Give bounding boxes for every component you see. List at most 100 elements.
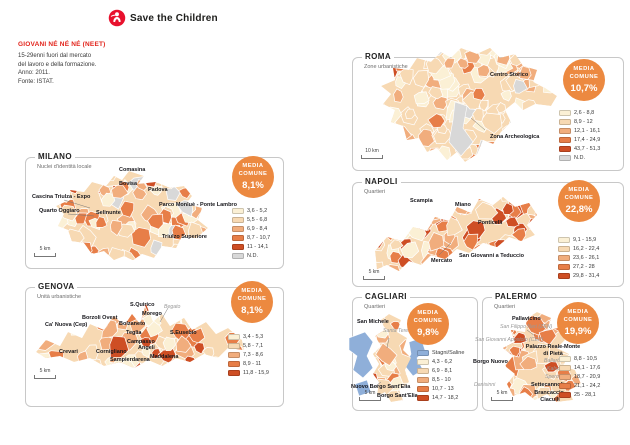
- legend-range: 7,3 - 8,6: [243, 352, 264, 358]
- media-label: COMUNE: [413, 318, 443, 324]
- legend-item: 27,2 - 28: [558, 264, 599, 270]
- panel-genova: GENOVA Unità urbanistiche MEDIA COMUNE 8…: [25, 281, 284, 407]
- map-label: Borzoli Ovest: [82, 315, 118, 321]
- legend-item: 29,8 - 31,4: [558, 273, 599, 279]
- map-label: Zona Archeologica: [490, 134, 540, 140]
- legend-swatch: [232, 208, 244, 214]
- intro-text-line: 15-29enni fuori dal mercato: [18, 53, 92, 59]
- panel-subtitle: Quartieri: [364, 189, 386, 195]
- genova-map: [32, 300, 247, 386]
- map-label: Santa Teresa: [383, 328, 414, 334]
- scale-bar: 5 km: [363, 269, 385, 280]
- map-label: Nuovo Borgo Sant'Elia: [351, 384, 411, 390]
- legend-swatch: [558, 246, 570, 252]
- cagliari-map: [345, 310, 427, 406]
- map-label: Ponticelli: [478, 220, 503, 226]
- legend-item: 7,3 - 8,6: [228, 352, 269, 358]
- legend-range: 3,4 - 5,3: [243, 334, 264, 340]
- legend-swatch: [559, 110, 571, 116]
- legend-item: 8,9 - 12: [559, 119, 600, 125]
- legend-swatch: [228, 352, 240, 358]
- map-label: Settecannoli: [531, 382, 564, 388]
- legend-range: 25 - 28,1: [574, 392, 596, 398]
- map-label: Ca' Nuova (Cep): [45, 322, 88, 328]
- legend-swatch: [559, 128, 571, 134]
- scale-label: 5 km: [368, 269, 380, 275]
- scale-line: [359, 397, 381, 401]
- legend-swatch: [559, 119, 571, 125]
- panel-title: NAPOLI: [362, 177, 401, 186]
- media-comune-badge: MEDIA COMUNE 8,1%: [231, 281, 273, 323]
- map-label: Angeli: [138, 345, 155, 351]
- legend-range: 11 - 14,1: [247, 244, 269, 250]
- panel-milano: MILANO Nuclei d'identità locale MEDIA CO…: [25, 152, 284, 269]
- legend-item: 3,6 - 5,2: [232, 208, 270, 214]
- legend-swatch: [558, 237, 570, 243]
- legend-swatch: [228, 370, 240, 376]
- panel-subtitle: Nuclei d'identità locale: [37, 164, 92, 170]
- legend-swatch: [232, 253, 244, 259]
- legend: 8,8 - 10,5 14,1 - 17,6 18,7 - 20,9 21,1 …: [559, 356, 600, 398]
- map-label: San Filippo Neri (ZEN): [500, 324, 553, 330]
- legend-range: 8,9 - 12: [574, 119, 593, 125]
- legend-range: 8,5 - 10: [432, 377, 451, 383]
- legend-range: 21,1 - 24,2: [574, 383, 601, 389]
- scale-bar: 5 km: [34, 246, 56, 257]
- legend-item: 23,6 - 26,1: [558, 255, 599, 261]
- media-value: 19,9%: [564, 325, 592, 337]
- legend-range: 8,8 - 10,5: [574, 356, 598, 362]
- media-comune-badge: MEDIA COMUNE 9,8%: [407, 303, 449, 345]
- media-value: 8,1%: [242, 179, 264, 191]
- map-label: S.Eusebio: [170, 330, 197, 336]
- legend: 3,6 - 5,2 5,5 - 6,8 6,9 - 8,4 8,7 - 10,7…: [232, 208, 270, 259]
- legend-item: 14,1 - 17,6: [559, 365, 600, 371]
- legend-item: 11 - 14,1: [232, 244, 270, 250]
- panel-title: ROMA: [362, 52, 395, 61]
- media-value: 10,7%: [570, 82, 598, 94]
- map-label: San Michele: [357, 319, 389, 325]
- media-label: COMUNE: [238, 171, 268, 177]
- legend-item: 17,4 - 24,9: [559, 137, 600, 143]
- legend-swatch: [417, 350, 429, 356]
- map-label: Begato: [164, 304, 181, 310]
- legend-swatch: [558, 255, 570, 261]
- media-value: 22,8%: [565, 203, 593, 215]
- map-label: Sperone: [545, 374, 565, 380]
- legend-item: 8,7 - 10,7: [232, 235, 270, 241]
- legend: 9,1 - 15,9 16,2 - 22,4 23,6 - 26,1 27,2 …: [558, 237, 599, 279]
- legend-item: 2,6 - 8,8: [559, 110, 600, 116]
- legend-range: N.D.: [574, 155, 585, 161]
- legend-item: 8,9 - 11: [228, 361, 269, 367]
- legend: 2,6 - 8,8 8,9 - 12 12,1 - 16,1 17,4 - 24…: [559, 110, 600, 161]
- legend-swatch: [232, 244, 244, 250]
- legend-item: 6,9 - 8,1: [417, 368, 464, 374]
- legend-range: 27,2 - 28: [573, 264, 595, 270]
- legend-swatch: [228, 343, 240, 349]
- map-label: Teglia: [126, 330, 142, 336]
- scale-bar: 10 km: [361, 148, 383, 159]
- legend-swatch: [232, 217, 244, 223]
- legend-swatch: [559, 146, 571, 152]
- panel-title: GENOVA: [35, 282, 78, 291]
- map-label: Padova: [148, 187, 168, 193]
- legend-range: 17,4 - 24,9: [574, 137, 601, 143]
- intro-text-line: del lavoro e della formazione.: [18, 61, 97, 68]
- map-label: Pallavicino: [512, 316, 541, 322]
- map-label: Miano: [455, 202, 471, 208]
- map-label: Borgo Nuovo: [473, 359, 508, 365]
- media-label: MEDIA: [573, 66, 595, 73]
- map-label: San Giovanni a Teduccio: [459, 253, 524, 259]
- legend-item: 10,7 - 13: [417, 386, 464, 392]
- legend-range: 5,8 - 7,1: [243, 343, 264, 349]
- legend-item: 4,3 - 6,2: [417, 359, 464, 365]
- legend-item: 8,5 - 10: [417, 377, 464, 383]
- intro-text-line: Anno: 2011.: [18, 70, 50, 77]
- legend-range: 14,1 - 17,6: [574, 365, 601, 371]
- map-label: Cascina Triulza - Expo: [32, 194, 91, 200]
- legend: Stagni/Saline 4,3 - 6,2 6,9 - 8,1 8,5 - …: [417, 350, 464, 401]
- legend-range: 8,9 - 11: [243, 361, 262, 367]
- legend-swatch: [559, 365, 571, 371]
- scale-line: [34, 253, 56, 257]
- media-label: COMUNE: [564, 195, 594, 201]
